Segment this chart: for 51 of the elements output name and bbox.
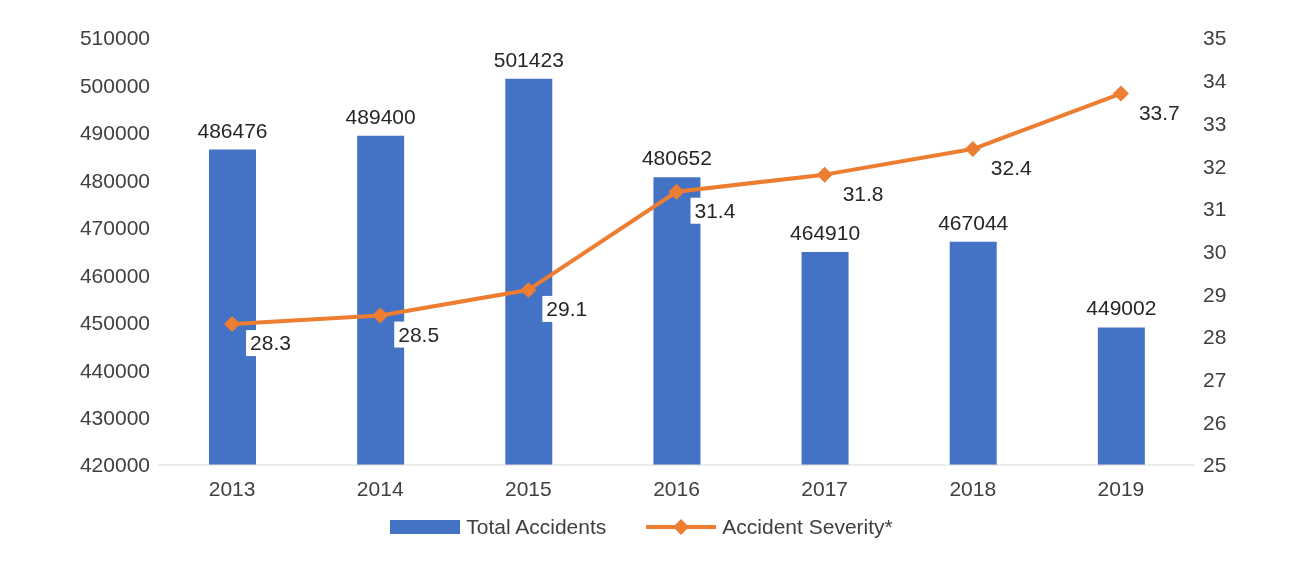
- data-label: 32.4: [990, 156, 1032, 180]
- y2-tick-label: 27: [1203, 368, 1227, 392]
- y-tick-label: 420000: [79, 453, 150, 477]
- y-tick-label: 510000: [79, 26, 150, 50]
- y2-tick-label: 32: [1203, 154, 1227, 178]
- legend-label: Accident Severity*: [722, 515, 893, 539]
- data-label: 486476: [197, 118, 268, 142]
- y-tick-label: 430000: [79, 406, 150, 430]
- y-tick-label: 490000: [79, 121, 150, 145]
- data-label: 29.1: [546, 296, 588, 320]
- x-tick-label: 2019: [1097, 476, 1145, 500]
- data-label: 489400: [345, 104, 416, 128]
- point: [668, 183, 685, 200]
- data-label: 501423: [493, 47, 564, 71]
- point: [816, 166, 833, 183]
- legend-label: Total Accidents: [466, 515, 607, 539]
- point: [372, 307, 389, 324]
- data-label: 31.4: [694, 198, 736, 222]
- x-tick-label: 2016: [653, 476, 700, 500]
- y2-tick-label: 25: [1203, 453, 1227, 477]
- y2-tick-label: 30: [1203, 239, 1227, 263]
- point: [224, 316, 241, 333]
- data-label: 480652: [641, 146, 712, 170]
- data-label: 33.7: [1138, 100, 1180, 124]
- x-tick-label: 2018: [949, 476, 997, 500]
- data-label: 31.8: [842, 181, 884, 205]
- point: [520, 281, 537, 298]
- y2-tick-label: 35: [1203, 26, 1227, 50]
- data-label: 28.5: [398, 322, 440, 346]
- y-tick-label: 440000: [79, 358, 150, 382]
- x-tick-label: 2015: [505, 476, 552, 500]
- y-tick-label: 470000: [79, 216, 150, 240]
- point: [1112, 85, 1129, 102]
- y-tick-label: 500000: [79, 73, 150, 97]
- point: [964, 141, 981, 158]
- y-tick-label: 480000: [79, 168, 150, 192]
- data-label: 467044: [938, 210, 1009, 234]
- data-label: 464910: [790, 220, 861, 244]
- y2-tick-label: 34: [1203, 69, 1227, 93]
- y2-tick-label: 33: [1203, 111, 1227, 135]
- y2-tick-label: 26: [1203, 410, 1227, 434]
- data-label: 28.3: [250, 331, 291, 355]
- y-tick-label: 460000: [79, 263, 150, 287]
- y2-tick-label: 28: [1203, 325, 1227, 349]
- x-tick-label: 2017: [801, 476, 848, 500]
- y2-tick-label: 31: [1203, 197, 1227, 221]
- y2-tick-label: 29: [1203, 282, 1227, 306]
- x-tick-label: 2013: [208, 476, 256, 500]
- data-label: 449002: [1086, 296, 1157, 320]
- x-tick-label: 2014: [356, 476, 404, 500]
- y-tick-label: 450000: [79, 311, 150, 335]
